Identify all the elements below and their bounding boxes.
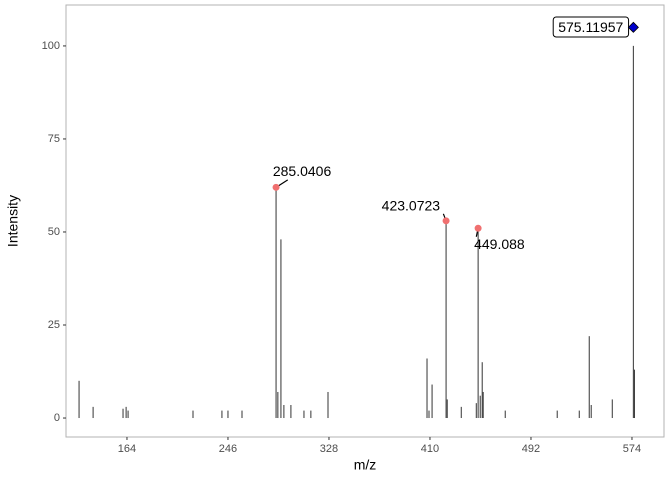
y-axis-title: Intensity [5,195,21,247]
precursor-label: 575.11957 [558,19,623,35]
y-tick-label: 75 [48,133,60,145]
highlight-point [474,224,482,232]
panel-border [65,4,665,438]
peak-label: 285.0406 [273,163,332,179]
highlight-point [442,217,450,225]
y-tick-label: 100 [42,40,60,52]
x-tick-label: 246 [219,443,237,455]
x-axis-title: m/z [354,457,377,473]
x-tick-label: 164 [118,443,136,455]
x-tick-label: 574 [623,443,641,455]
y-tick-label: 25 [48,319,60,331]
peak-label: 423.0723 [382,198,441,214]
y-tick-label: 0 [54,412,60,424]
precursor-marker [627,21,639,33]
x-tick-label: 328 [320,443,338,455]
x-tick-label: 492 [522,443,540,455]
peak-label: 449.088 [474,236,525,252]
y-tick-label: 50 [48,226,60,238]
highlight-point [272,183,280,191]
x-tick-label: 410 [421,443,439,455]
